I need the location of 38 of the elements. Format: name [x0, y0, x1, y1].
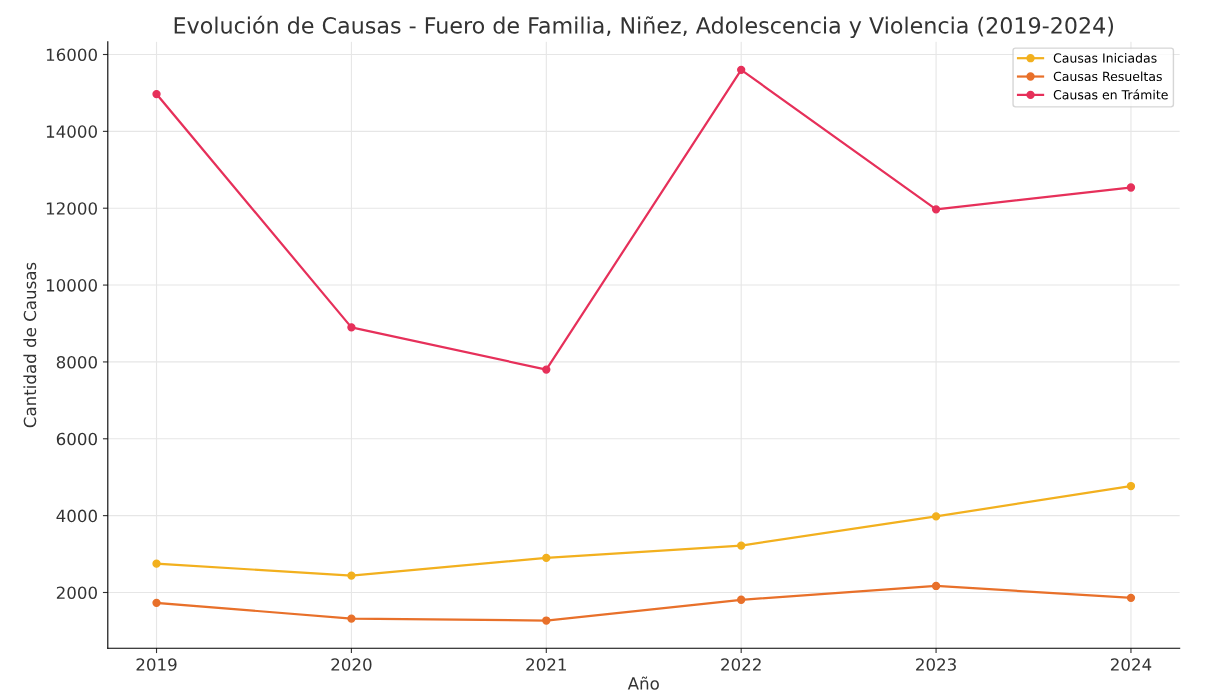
point — [542, 616, 551, 625]
y-tick-label: 14000 — [46, 125, 97, 138]
x-tick-label: 2021 — [526, 658, 566, 671]
y-tick-label: 10000 — [46, 279, 97, 292]
point — [542, 553, 551, 563]
y-tick-label: 6000 — [56, 432, 97, 446]
point — [152, 598, 161, 608]
point — [931, 205, 941, 214]
y-tick-label: 12000 — [46, 202, 97, 215]
point — [152, 559, 161, 568]
point — [347, 571, 356, 580]
point — [347, 323, 356, 332]
point — [1126, 593, 1136, 603]
point — [542, 365, 551, 374]
point — [737, 541, 746, 550]
legend-label: Causas en Trámite — [1053, 89, 1168, 100]
y-tick-label: 16000 — [46, 48, 97, 62]
point — [347, 614, 356, 623]
x-tick-label: 2024 — [1110, 658, 1152, 671]
x-tick-label: 2022 — [721, 658, 761, 671]
point — [152, 89, 161, 99]
x-tick-label: 2023 — [916, 658, 956, 671]
point — [1126, 183, 1136, 192]
legend-label: Causas Resueltas — [1053, 71, 1162, 82]
chart-title: Evolución de Causas - Fuero de Familia, Niñez, Adolescencia y Violencia (2019-2024) — [174, 15, 1114, 39]
x-tick-label: 2019 — [136, 658, 177, 671]
point — [931, 512, 941, 521]
y-tick-label: 4000 — [56, 509, 97, 523]
x-axis-title: Año — [627, 676, 659, 690]
y-tick-label: 2000 — [56, 586, 97, 600]
point — [931, 581, 941, 591]
y-axis-title: Cantidad de Causas — [23, 262, 37, 428]
x-tick-label: 2020 — [331, 658, 372, 671]
y-tick-label: 8000 — [56, 355, 97, 369]
legend-label: Causas Iniciadas — [1053, 53, 1157, 63]
point — [737, 65, 746, 75]
point — [1126, 481, 1136, 491]
point — [737, 595, 746, 604]
